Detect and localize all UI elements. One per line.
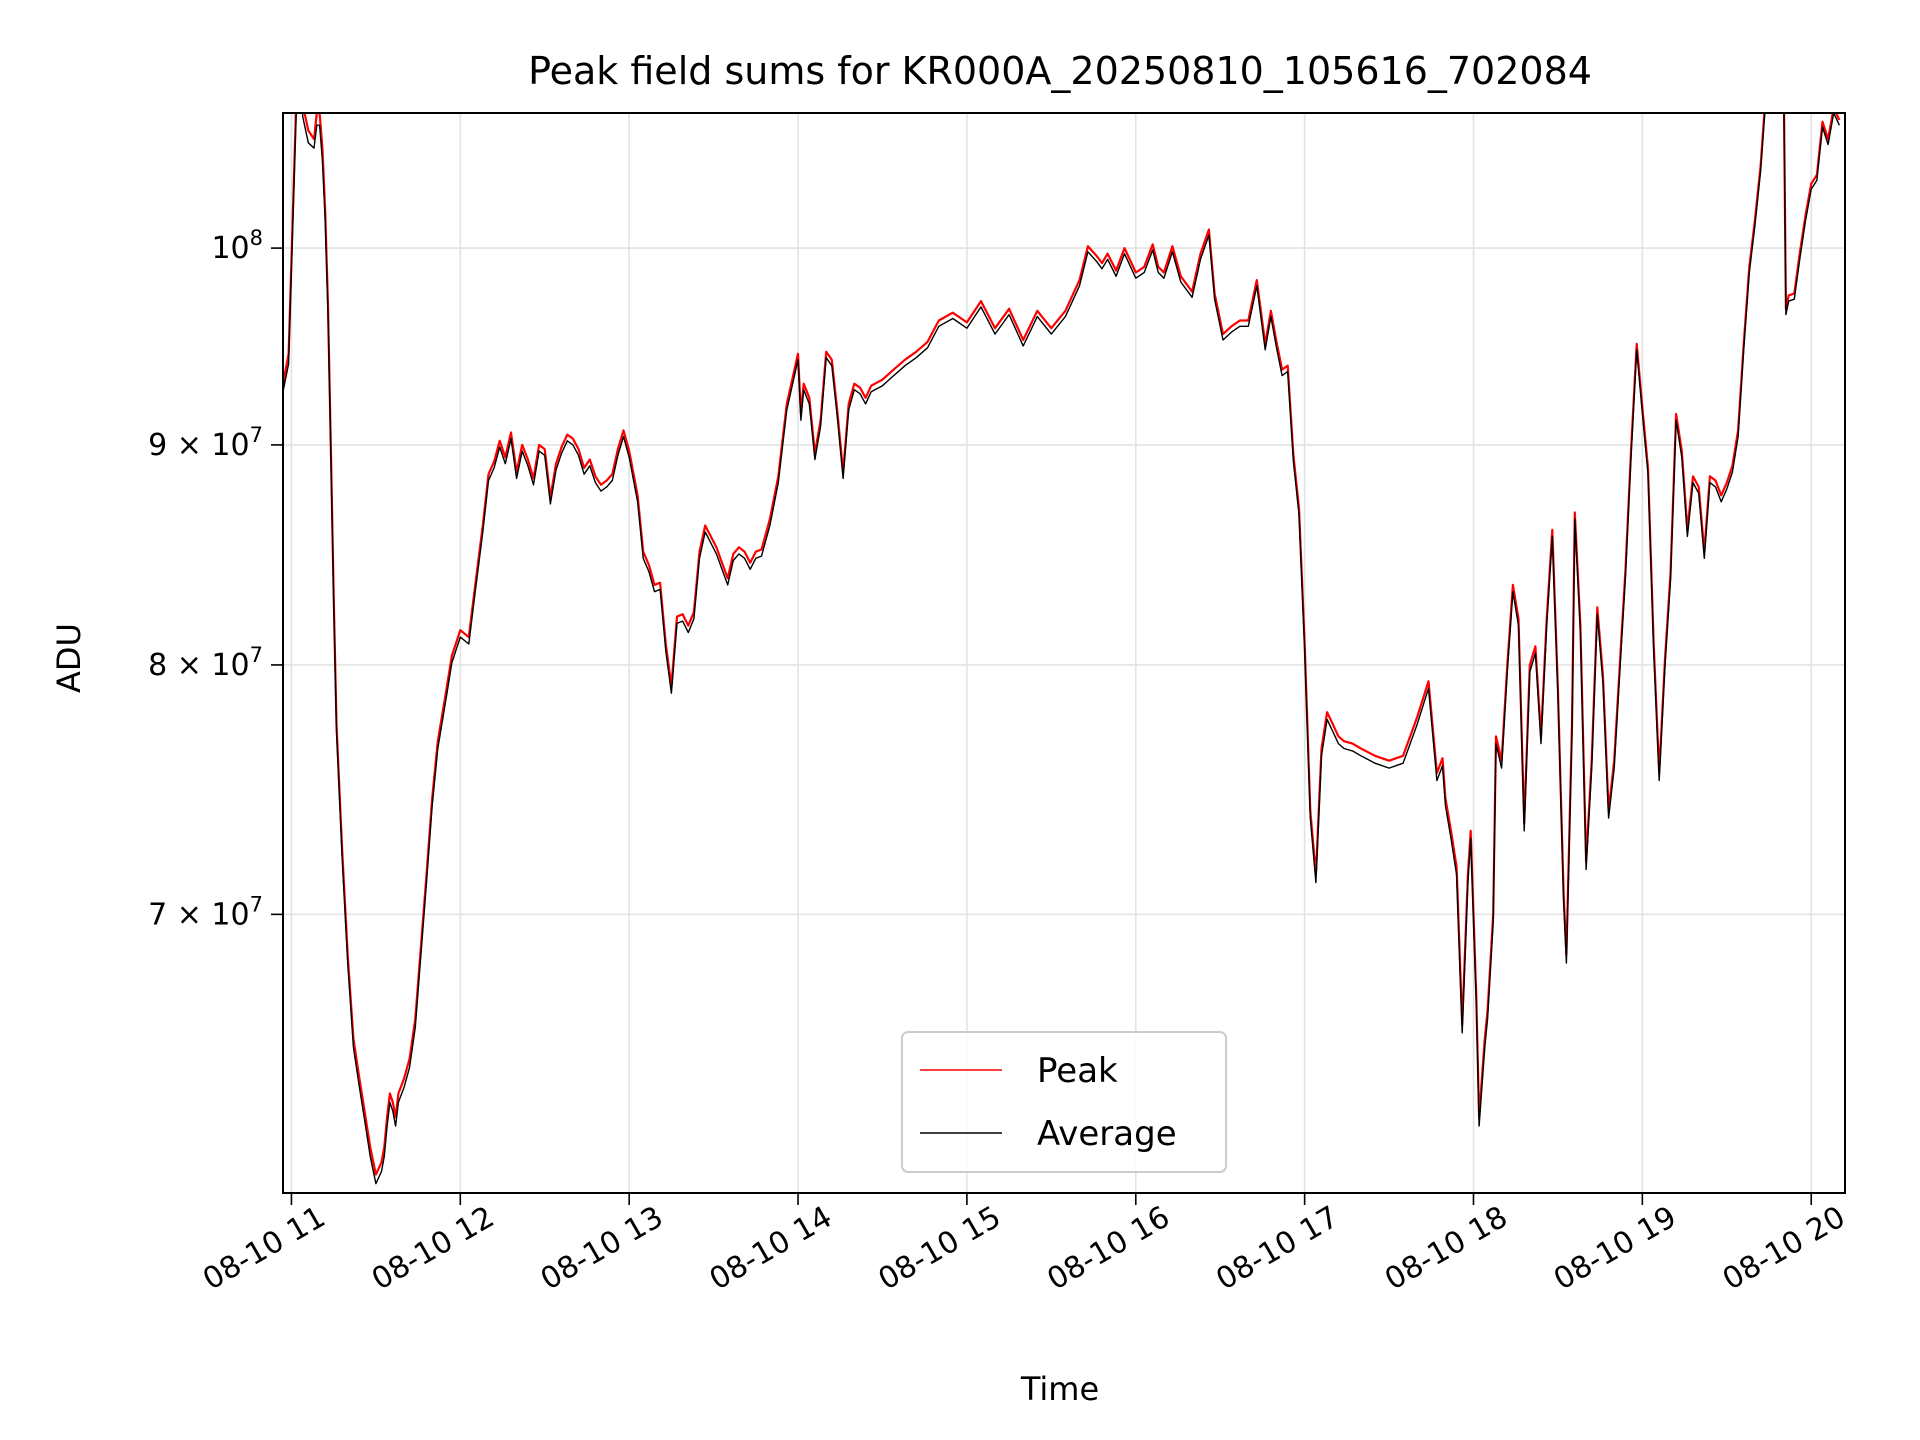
legend-box	[901, 1031, 1227, 1173]
legend-label-average: Average	[1037, 1114, 1177, 1154]
y-tick-label: 9 × 107	[148, 423, 263, 463]
y-axis: 7 × 107 8 × 107 9 × 107 108	[148, 226, 283, 932]
y-tick-label: 108	[211, 226, 263, 266]
chart-title: Peak field sums for KR000A_20250810_1056…	[528, 49, 1592, 93]
series-line-average	[283, 113, 1841, 1185]
grid	[283, 113, 1845, 1193]
legend: Peak Average	[901, 1031, 1227, 1173]
x-axis-title: Time	[1020, 1370, 1099, 1408]
plot-frame	[282, 112, 1846, 1194]
legend-label-peak: Peak	[1037, 1051, 1118, 1091]
y-tick-label: 8 × 107	[148, 643, 263, 683]
y-axis-title: ADU	[50, 623, 88, 693]
y-tick-label: 7 × 107	[148, 892, 263, 932]
series-layer	[283, 113, 1841, 1185]
